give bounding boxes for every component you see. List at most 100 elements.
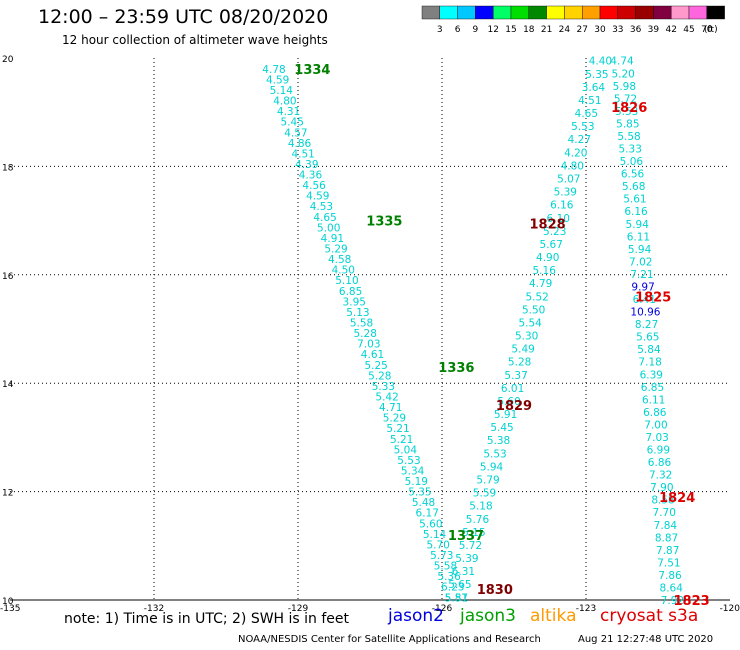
swh-value: 5.18 xyxy=(469,501,492,513)
swh-value: 3.64 xyxy=(582,82,606,94)
colorbar-label: 9 xyxy=(473,25,479,35)
swh-value: 4.51 xyxy=(291,148,314,160)
chart-title: 12:00 – 23:59 UTC 08/20/2020 xyxy=(38,6,329,28)
colorbar-swatch xyxy=(546,5,565,20)
swh-value: 6.31 xyxy=(452,566,475,578)
swh-value: 5.84 xyxy=(637,344,661,356)
swh-value: 5.91 xyxy=(494,409,517,421)
colorbar-label: 3 xyxy=(437,25,443,35)
x-tick-label: -123 xyxy=(576,604,596,614)
swh-value: 5.06 xyxy=(620,156,644,168)
swh-value: 8.87 xyxy=(655,532,678,544)
swh-value: 7.92 xyxy=(661,595,684,607)
swh-value: 7.86 xyxy=(658,570,682,582)
swh-value: 5.45 xyxy=(490,422,513,434)
swh-value: 8.64 xyxy=(660,582,684,594)
swh-value: 4.61 xyxy=(361,349,384,361)
colorbar-label: 39 xyxy=(648,25,660,35)
colorbar-swatch xyxy=(421,5,440,20)
swh-value: 5.51 xyxy=(445,592,468,604)
swh-value: 4.58 xyxy=(328,254,351,266)
swh-value: 5.23 xyxy=(543,226,566,238)
swh-value: 6.85 xyxy=(641,382,664,394)
colorbar-label: 6 xyxy=(455,25,461,35)
swh-value: 5.39 xyxy=(554,187,577,199)
swh-value: 4.31 xyxy=(277,106,300,118)
swh-value: 5.35 xyxy=(585,69,608,81)
swh-value: 4.90 xyxy=(536,252,559,264)
colorbar-swatch xyxy=(564,5,583,20)
colorbar-label: (ft) xyxy=(704,25,718,35)
swh-value: 5.58 xyxy=(617,131,640,143)
swh-value: 5.35 xyxy=(408,487,431,499)
swh-value: 6.01 xyxy=(501,383,524,395)
swh-value: 5.58 xyxy=(434,561,457,573)
swh-value: 5.65 xyxy=(448,579,471,591)
legend-cryosat-s3a: cryosat s3a xyxy=(600,606,699,626)
swh-value: 5.94 xyxy=(480,461,504,473)
swh-value: 5.61 xyxy=(623,194,646,206)
pass-label: 1336 xyxy=(438,361,474,376)
swh-value: 10.96 xyxy=(630,307,660,319)
colorbar-label: 42 xyxy=(665,25,676,35)
swh-value: 5.16 xyxy=(533,265,557,277)
swh-value: 5.68 xyxy=(622,181,645,193)
swh-value: 5.42 xyxy=(375,391,398,403)
colorbar-swatch xyxy=(510,5,529,20)
swh-value: 5.54 xyxy=(518,317,542,329)
swh-value: 5.34 xyxy=(401,465,425,477)
pass-label: 1337 xyxy=(448,529,484,544)
swh-value: 7.32 xyxy=(649,470,672,482)
colorbar-swatch xyxy=(439,5,458,20)
x-tick-label: -120 xyxy=(720,604,740,614)
swh-value: 5.73 xyxy=(430,550,453,562)
colorbar-swatch xyxy=(599,5,618,20)
colorbar-label: 30 xyxy=(594,25,606,35)
swh-value: 7.02 xyxy=(629,256,652,268)
pass-label: 1334 xyxy=(294,63,330,78)
swh-value: 5.39 xyxy=(455,553,478,565)
colorbar-label: 70 xyxy=(701,25,713,35)
x-tick-label: -132 xyxy=(144,604,164,614)
swh-value: 5.72 xyxy=(614,93,637,105)
swh-value: 6.17 xyxy=(416,508,439,520)
swh-value: 3.95 xyxy=(343,296,366,308)
colorbar-swatch xyxy=(653,5,672,20)
swh-value: 4.74 xyxy=(610,56,634,68)
swh-value: 4.40 xyxy=(589,56,612,68)
swh-value: 4.78 xyxy=(262,64,285,76)
swh-value: 5.10 xyxy=(335,275,358,287)
legend-altika: altika xyxy=(530,606,577,626)
swh-value: 5.50 xyxy=(522,304,545,316)
swh-value: 5.53 xyxy=(571,121,594,133)
swh-value: 5.58 xyxy=(350,317,373,329)
y-tick-label: 12 xyxy=(2,489,13,499)
swh-value: 5.36 xyxy=(437,571,461,583)
y-tick-label: 18 xyxy=(2,163,14,173)
swh-value: 5.53 xyxy=(483,448,506,460)
colorbar-swatch xyxy=(671,5,690,20)
swh-value: 6.23 xyxy=(441,582,464,594)
chart-subtitle: 12 hour collection of altimeter wave hei… xyxy=(62,33,328,47)
y-tick-label: 16 xyxy=(2,272,14,282)
swh-value: 4.65 xyxy=(313,212,336,224)
swh-value: 4.86 xyxy=(288,138,312,150)
swh-value: 7.70 xyxy=(653,507,676,519)
swh-value: 6.41 xyxy=(633,294,656,306)
note-text: note: 1) Time is in UTC; 2) SWH is in fe… xyxy=(64,611,350,627)
swh-value: 8.27 xyxy=(635,319,658,331)
swh-value: 6.56 xyxy=(621,169,645,181)
swh-value: 5.14 xyxy=(423,529,447,541)
swh-value: 6.11 xyxy=(642,394,665,406)
swh-value: 5.07 xyxy=(557,173,580,185)
pass-label: 1335 xyxy=(366,215,402,230)
credit-text: NOAA/NESDIS Center for Satellite Applica… xyxy=(238,634,541,645)
colorbar-label: 15 xyxy=(505,25,516,35)
colorbar-label: 36 xyxy=(630,25,642,35)
colorbar-swatch xyxy=(475,5,494,20)
x-tick-label: -135 xyxy=(0,604,20,614)
swh-value: 5.52 xyxy=(525,291,548,303)
colorbar-label: 12 xyxy=(487,25,498,35)
swh-value: 5.76 xyxy=(466,514,490,526)
swh-value: 5.28 xyxy=(368,370,391,382)
